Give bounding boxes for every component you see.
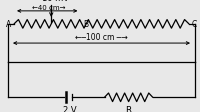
Text: ←40 cm→: ←40 cm→: [32, 5, 66, 11]
Text: 2 V: 2 V: [62, 105, 76, 112]
Text: R: R: [125, 105, 131, 112]
Text: C: C: [191, 20, 196, 29]
Text: 10 mV: 10 mV: [42, 0, 68, 3]
Text: ←─100 cm ─→: ←─100 cm ─→: [75, 32, 127, 41]
Text: A: A: [6, 20, 11, 29]
Text: B: B: [83, 20, 88, 29]
